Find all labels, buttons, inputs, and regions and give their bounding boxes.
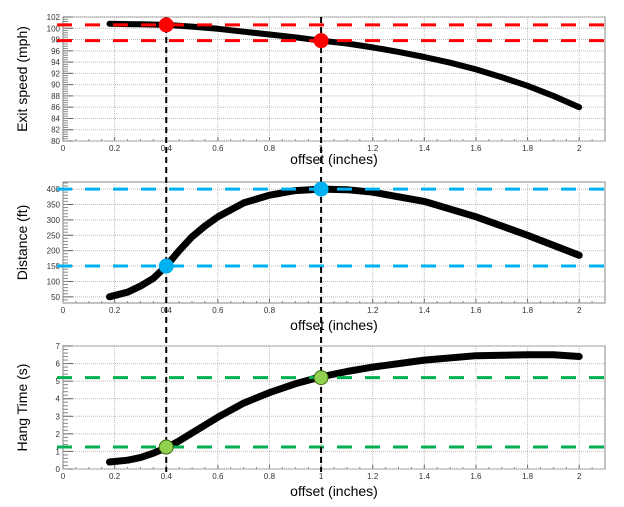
x-tick-label: 0.8: [264, 144, 276, 153]
x-tick-label: 0: [61, 306, 66, 315]
x-tick-label: 0.2: [109, 144, 121, 153]
x-tick-label: 1.2: [367, 306, 379, 315]
data-marker: [158, 258, 174, 274]
data-marker: [313, 33, 329, 49]
x-tick-label: 1.8: [522, 144, 534, 153]
data-curve: [106, 351, 583, 466]
y-tick-label: 4: [56, 395, 61, 404]
plot-area: [62, 345, 606, 470]
y-tick-label: 150: [47, 262, 61, 271]
y-axis-label: Exit speed (mph): [14, 26, 30, 132]
data-marker: [158, 17, 174, 33]
y-tick-label: 3: [56, 412, 61, 421]
x-tick-label: 1.2: [367, 472, 379, 481]
y-tick-label: 400: [47, 185, 61, 194]
y-tick-label: 350: [47, 200, 61, 209]
y-tick-label: 250: [47, 231, 61, 240]
y-axis-label: Distance (ft): [14, 205, 30, 280]
x-tick-label: 0.4: [161, 472, 173, 481]
x-tick-label: 0.2: [109, 472, 121, 481]
y-tick-label: 90: [51, 81, 60, 90]
x-tick-label: 1.8: [522, 472, 534, 481]
plot-area: [62, 16, 606, 142]
y-tick-label: 94: [51, 58, 60, 67]
y-tick-label: 100: [47, 24, 61, 33]
y-tick-label: 2: [56, 430, 61, 439]
x-tick-label: 1.4: [419, 144, 431, 153]
x-tick-label: 1: [319, 472, 324, 481]
y-tick-label: 98: [51, 36, 60, 45]
plot-area: [62, 181, 606, 304]
x-tick-label: 1.6: [470, 144, 482, 153]
x-tick-label: 2: [577, 472, 582, 481]
x-tick-label: 1.6: [470, 306, 482, 315]
y-axis-label: Hang Time (s): [14, 364, 30, 452]
x-axis-label: offset (inches): [290, 483, 378, 499]
data-marker: [313, 370, 329, 386]
subplot-2: 00.20.40.60.811.21.41.61.825010015020025…: [14, 181, 606, 333]
y-tick-label: 100: [47, 277, 61, 286]
y-tick-label: 84: [51, 114, 60, 123]
data-marker: [313, 181, 329, 197]
x-axis-label: offset (inches): [290, 151, 378, 167]
y-tick-label: 7: [56, 342, 61, 351]
x-tick-label: 1.4: [419, 472, 431, 481]
data-curve: [106, 185, 583, 301]
y-tick-label: 50: [51, 293, 60, 302]
x-tick-label: 0.2: [109, 306, 121, 315]
x-tick-label: 1.4: [419, 306, 431, 315]
x-tick-label: 1.2: [367, 144, 379, 153]
x-axis-label: offset (inches): [290, 317, 378, 333]
y-tick-label: 300: [47, 216, 61, 225]
y-tick-label: 200: [47, 247, 61, 256]
x-tick-label: 0: [61, 144, 66, 153]
y-tick-label: 102: [47, 13, 61, 22]
data-marker: [158, 439, 174, 455]
y-tick-label: 80: [51, 137, 60, 146]
y-tick-label: 1: [56, 447, 61, 456]
y-tick-label: 92: [51, 69, 60, 78]
y-tick-label: 88: [51, 92, 60, 101]
x-tick-label: 0: [61, 472, 66, 481]
y-tick-label: 96: [51, 47, 60, 56]
x-tick-label: 0.6: [212, 472, 224, 481]
y-tick-label: 82: [51, 126, 60, 135]
x-tick-label: 0.6: [212, 144, 224, 153]
x-tick-label: 2: [577, 144, 582, 153]
subplot-3: 0 0.2 0.4 0.6 0.8 1 1.2 1.4 1.6 1.8 2 0 1 2 3 4 5 6 7 offse…: [14, 342, 606, 499]
x-tick-label: 2: [577, 306, 582, 315]
y-tick-label: 6: [56, 360, 61, 369]
subplot-1: 00.20.40.60.811.21.41.61.828082848688909…: [14, 13, 606, 167]
x-tick-label: 0.8: [264, 472, 276, 481]
y-tick-label: 0: [56, 465, 61, 474]
y-tick-label: 5: [56, 377, 61, 386]
y-tick-label: 86: [51, 103, 60, 112]
x-tick-label: 1.6: [470, 472, 482, 481]
data-curve: [106, 20, 583, 111]
x-tick-label: 0.8: [264, 306, 276, 315]
x-tick-label: 0.6: [212, 306, 224, 315]
x-tick-label: 1.8: [522, 306, 534, 315]
